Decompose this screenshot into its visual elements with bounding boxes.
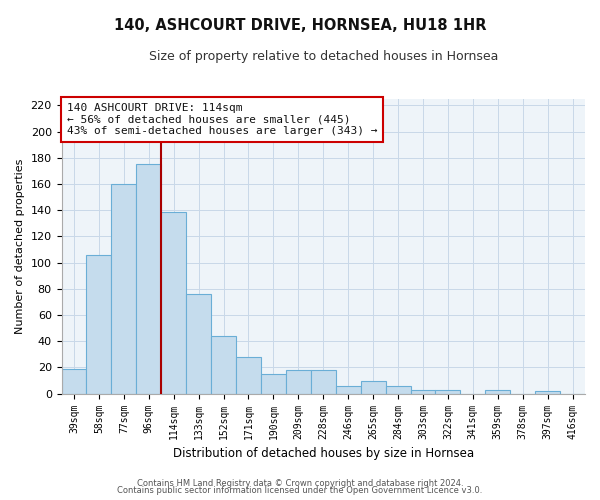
Bar xyxy=(436,390,460,394)
Bar xyxy=(186,294,211,394)
Text: 140 ASHCOURT DRIVE: 114sqm
← 56% of detached houses are smaller (445)
43% of sem: 140 ASHCOURT DRIVE: 114sqm ← 56% of deta… xyxy=(67,103,377,136)
Bar xyxy=(86,255,112,394)
Bar xyxy=(62,369,86,394)
Bar xyxy=(361,380,386,394)
Bar xyxy=(410,390,436,394)
Y-axis label: Number of detached properties: Number of detached properties xyxy=(15,158,25,334)
X-axis label: Distribution of detached houses by size in Hornsea: Distribution of detached houses by size … xyxy=(173,447,474,460)
Bar xyxy=(485,390,510,394)
Text: 140, ASHCOURT DRIVE, HORNSEA, HU18 1HR: 140, ASHCOURT DRIVE, HORNSEA, HU18 1HR xyxy=(114,18,486,32)
Bar xyxy=(286,370,311,394)
Bar xyxy=(311,370,336,394)
Bar xyxy=(336,386,361,394)
Bar xyxy=(386,386,410,394)
Bar xyxy=(236,357,261,394)
Bar xyxy=(261,374,286,394)
Text: Contains HM Land Registry data © Crown copyright and database right 2024.: Contains HM Land Registry data © Crown c… xyxy=(137,478,463,488)
Bar xyxy=(112,184,136,394)
Title: Size of property relative to detached houses in Hornsea: Size of property relative to detached ho… xyxy=(149,50,498,63)
Text: Contains public sector information licensed under the Open Government Licence v3: Contains public sector information licen… xyxy=(118,486,482,495)
Bar xyxy=(136,164,161,394)
Bar xyxy=(535,391,560,394)
Bar xyxy=(161,212,186,394)
Bar xyxy=(211,336,236,394)
